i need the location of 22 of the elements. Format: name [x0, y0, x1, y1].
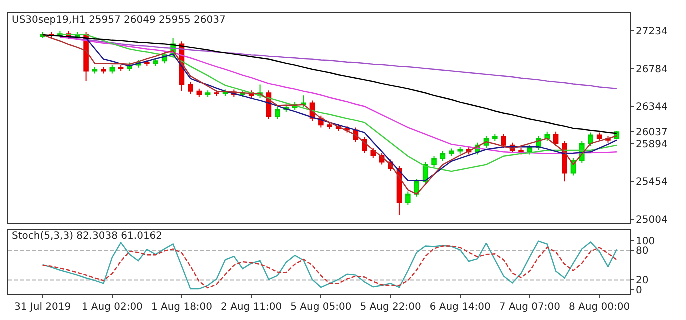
x-tick-label: 6 Aug 14:00 [430, 302, 491, 313]
x-tick-label: 1 Aug 18:00 [151, 302, 213, 313]
y-tick-label: 80 [636, 246, 649, 258]
chart-title: US30sep19,H1 25957 26049 25955 26037 [12, 15, 226, 26]
y-tick-label: 25894 [636, 140, 668, 151]
x-tick-label: 8 Aug 00:00 [569, 302, 630, 313]
y-tick-label: 25454 [636, 176, 668, 188]
y-tick-label: 0 [636, 286, 642, 297]
x-tick-label: 2 Aug 11:00 [221, 302, 282, 313]
y-tick-label: 25004 [636, 214, 668, 226]
y-tick-label: 26344 [636, 102, 668, 113]
y-tick-label: 26037 [636, 128, 668, 139]
x-tick-label: 7 Aug 07:00 [499, 302, 560, 313]
y-tick-label: 27234 [636, 26, 668, 38]
chart-title: Stoch(5,3,3) 82.3038 61.0162 [12, 231, 163, 242]
y-tick-label: 20 [636, 276, 649, 287]
x-tick-label: 1 Aug 02:00 [82, 302, 143, 313]
x-tick-label: 5 Aug 22:00 [360, 302, 422, 313]
x-tick-label: 5 Aug 05:00 [290, 302, 352, 313]
x-tick-label: 31 Jul 2019 [14, 302, 72, 313]
y-tick-label: 26784 [636, 64, 668, 76]
y-tick-label: 100 [636, 236, 656, 248]
